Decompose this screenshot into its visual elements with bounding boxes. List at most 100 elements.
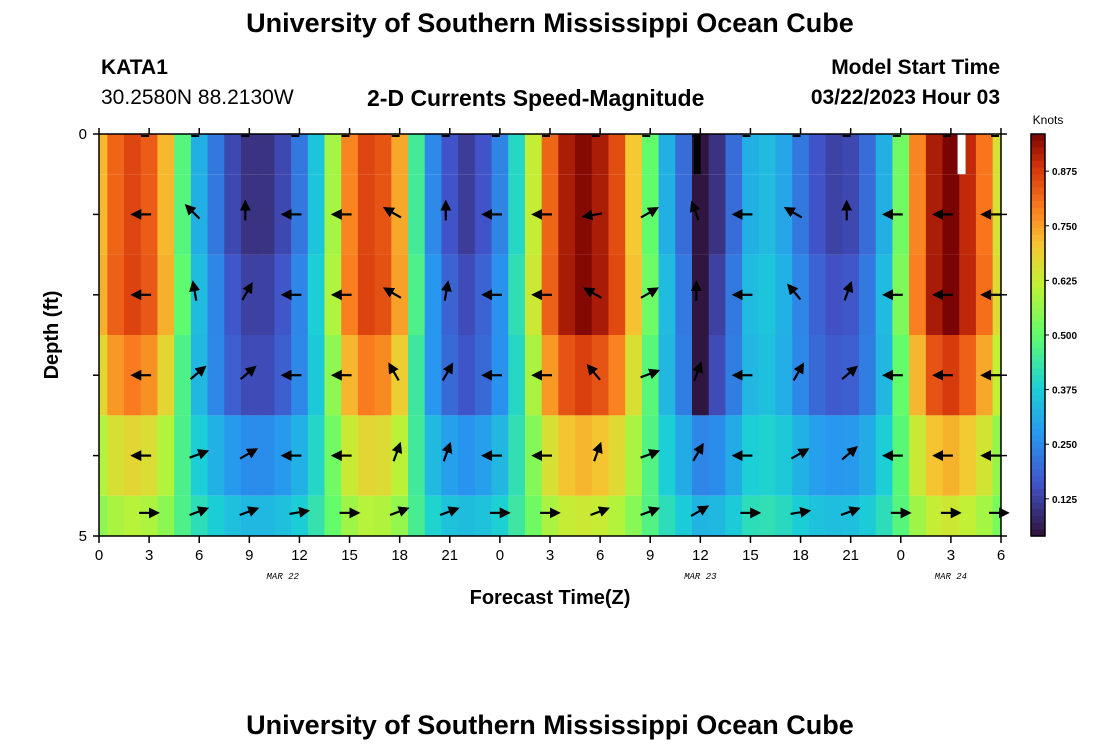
current-arrow	[391, 441, 403, 462]
heatmap-cell	[808, 254, 827, 335]
colorbar-segment	[1031, 147, 1045, 155]
current-arrow	[239, 506, 260, 517]
colorbar-segment	[1031, 475, 1045, 483]
heatmap-cell	[174, 134, 192, 175]
heatmap-cell	[758, 495, 777, 536]
heatmap-cell	[408, 174, 426, 255]
x-tick-label: 18	[391, 547, 408, 564]
colorbar-segment	[1031, 314, 1045, 323]
heatmap-cell	[357, 174, 376, 255]
heatmap-cell	[708, 134, 727, 175]
heatmap-cell	[291, 134, 309, 175]
heatmap-cell	[140, 134, 159, 175]
page-title: University of Southern Mississippi Ocean…	[246, 8, 854, 38]
colorbar-tick-label: 0.250	[1052, 440, 1077, 451]
x-tick-label: 6	[596, 547, 604, 564]
heatmap-cell	[257, 415, 276, 496]
heatmap-cell	[240, 495, 259, 536]
heatmap-cell	[625, 495, 643, 536]
current-arrow	[790, 448, 810, 460]
heatmap-cell	[524, 335, 543, 416]
heatmap-cell	[808, 415, 827, 496]
heatmap-cell	[274, 174, 292, 255]
heatmap-cell	[792, 254, 810, 335]
heatmap-cell	[107, 415, 125, 496]
heatmap-cell	[224, 495, 242, 536]
heatmap-cell	[758, 134, 777, 175]
colorbar-segment	[1031, 482, 1045, 490]
heatmap-cell	[558, 254, 576, 335]
heatmap-cell	[274, 335, 292, 416]
heatmap-cell	[341, 134, 359, 175]
heatmap-cell	[174, 335, 192, 416]
heatmap-cell	[641, 495, 660, 536]
heatmap-cell	[875, 174, 894, 255]
heatmap-cell	[925, 134, 944, 175]
heatmap-cell	[357, 134, 376, 175]
heatmap-cell	[99, 254, 109, 335]
heatmap-cell	[458, 495, 476, 536]
heatmap-cell	[474, 174, 493, 255]
colorbar-tick-label: 0.875	[1052, 167, 1077, 178]
x-tick-label: 0	[496, 547, 504, 564]
heatmap-cell	[842, 134, 860, 175]
heatmap-cell	[925, 174, 944, 255]
x-tick-label: 3	[546, 547, 554, 564]
heatmap-cell	[508, 134, 526, 175]
heatmap-cell	[775, 415, 793, 496]
heatmap-cell	[307, 335, 326, 416]
heatmap-cell	[524, 134, 543, 175]
colorbar-segment	[1031, 402, 1045, 410]
heatmap-cell	[124, 134, 142, 175]
heatmap-cell	[190, 134, 209, 175]
heatmap-cell	[658, 415, 677, 496]
heatmap-cell	[541, 134, 560, 175]
heatmap-cell	[591, 495, 610, 536]
colorbar-segment	[1031, 241, 1045, 249]
heatmap-cell	[842, 174, 860, 255]
x-tick-label: 18	[792, 547, 809, 564]
heatmap-cell	[909, 415, 927, 496]
heatmap-cell	[875, 254, 894, 335]
heatmap-cell	[825, 415, 844, 496]
heatmap-cell	[357, 495, 376, 536]
missing-data-mark	[693, 134, 701, 175]
heatmap-cell	[207, 335, 226, 416]
x-tick-label: 9	[245, 547, 253, 564]
heatmap-cell	[808, 174, 827, 255]
colorbar-tick-label: 0.750	[1052, 222, 1077, 233]
heatmap-cell	[742, 134, 760, 175]
heatmap-cell	[107, 495, 125, 536]
heatmap-cell	[742, 495, 760, 536]
heatmap-cell	[575, 174, 593, 255]
heatmap-cell	[758, 415, 777, 496]
current-arrow	[189, 449, 210, 460]
colorbar-segment	[1031, 395, 1045, 403]
heatmap-cell	[207, 495, 226, 536]
colorbar-segment	[1031, 448, 1045, 457]
colorbar-segment	[1031, 529, 1045, 537]
colorbar-segment	[1031, 221, 1045, 229]
heatmap-cell	[859, 495, 877, 536]
heatmap-cell	[625, 254, 643, 335]
x-tick-label: 0	[897, 547, 905, 564]
heatmap-cell	[875, 415, 894, 496]
heatmap-cell	[240, 134, 259, 175]
heatmap-cell	[608, 254, 626, 335]
heatmap-cell	[725, 415, 743, 496]
heatmap-cell	[307, 134, 326, 175]
heatmap-cell	[875, 134, 894, 175]
colorbar-segment	[1031, 435, 1045, 443]
heatmap-cell	[508, 174, 526, 255]
heatmap-cell	[391, 134, 409, 175]
colorbar-segment	[1031, 281, 1045, 289]
heatmap-cell	[324, 254, 342, 335]
heatmap-cell	[474, 254, 493, 335]
heatmap-cell	[641, 134, 660, 175]
x-tick-label: 21	[441, 547, 458, 564]
heatmap-cell	[775, 134, 793, 175]
heatmap-cell	[575, 254, 593, 335]
heatmap-cell	[524, 415, 543, 496]
heatmap-cell	[408, 495, 426, 536]
heatmap-cell	[324, 415, 342, 496]
